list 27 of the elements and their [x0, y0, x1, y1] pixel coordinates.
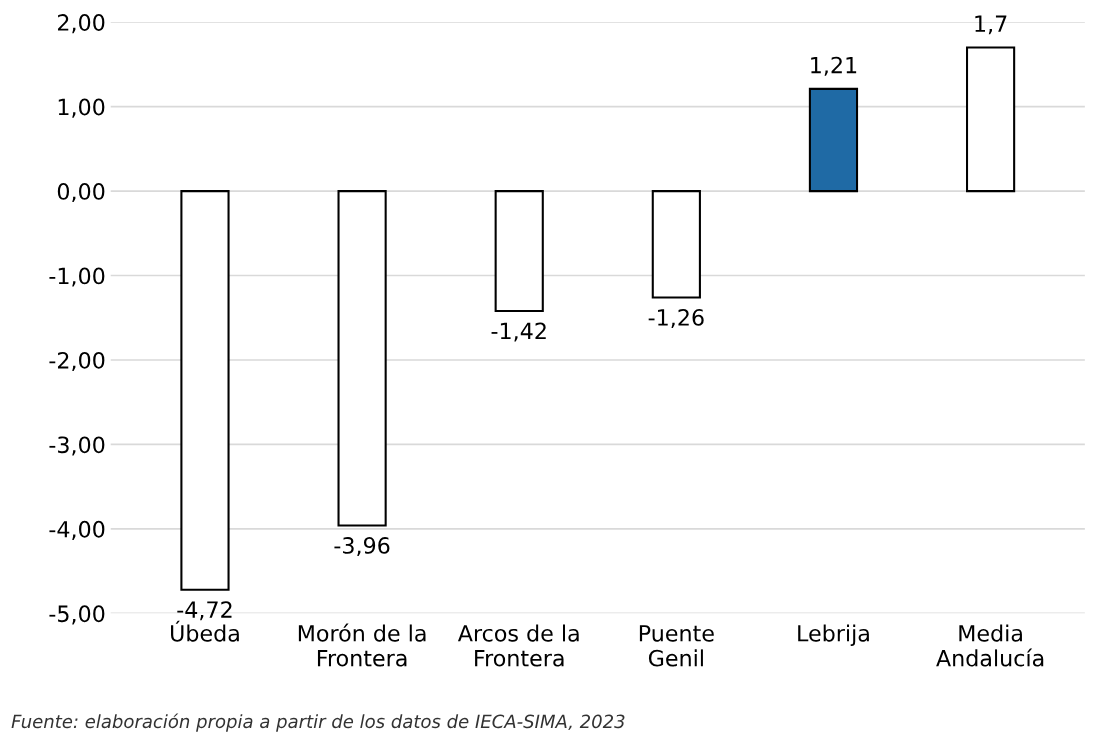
bar — [651, 190, 701, 299]
y-tick-label: -2,00 — [49, 351, 105, 372]
data-label: -1,42 — [491, 322, 546, 342]
x-tick-label: Lebrija — [798, 624, 869, 646]
x-tick-label: Puente Genil — [639, 625, 714, 667]
y-tick-label: 2,00 — [57, 14, 105, 34]
y-tick-label: -5,00 — [49, 605, 105, 625]
bar — [494, 190, 544, 313]
bar — [965, 46, 1016, 193]
bar — [337, 190, 387, 527]
y-tick-label: 0,00 — [57, 183, 105, 203]
source-note: Fuente: elaboración propia a partir de los datos de IECA-SIMA, 2023 — [11, 713, 625, 732]
x-tick-label: Morón de la Frontera — [298, 623, 426, 667]
data-label: -3,96 — [334, 537, 390, 557]
data-label: 1,21 — [811, 56, 857, 76]
x-tick-label: Úbeda — [171, 620, 239, 642]
data-label: -4,72 — [177, 601, 232, 621]
x-tick-label: Arcos de la Frontera — [457, 624, 579, 667]
data-label: 1,7 — [975, 15, 1007, 35]
y-tick-label: -3,00 — [49, 436, 105, 456]
data-label: -1,26 — [648, 309, 704, 329]
bar — [180, 190, 230, 591]
x-tick-label: Media Andalucía — [936, 624, 1044, 667]
bar — [808, 87, 859, 193]
y-tick-label: 1,00 — [58, 98, 105, 118]
y-tick-label: -4,00 — [49, 520, 105, 540]
y-tick-label: -1,00 — [49, 267, 105, 287]
